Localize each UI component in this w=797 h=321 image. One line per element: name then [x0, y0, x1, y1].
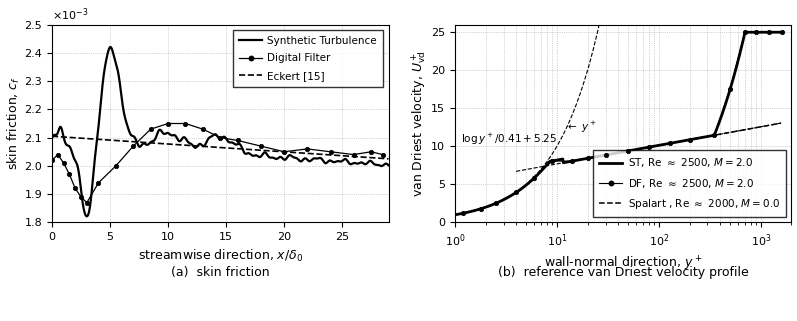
DF, Re $\approx$ 2500, $M = 2.0$	[601, 153, 611, 157]
Synthetic Turbulence	[47, 136, 57, 140]
Digital Filter	[326, 150, 336, 154]
ST, Re $\approx$ 2500, $M = 2.0$	[776, 30, 786, 34]
Spalart , Re $\approx$ 2000, $M = 0.0$	[534, 172, 544, 176]
Text: (b)  reference van Driest velocity profile: (b) reference van Driest velocity profil…	[498, 266, 748, 279]
Spalart , Re $\approx$ 2000, $M = 0.0$	[696, 136, 705, 140]
ST, Re $\approx$ 2500, $M = 2.0$	[668, 141, 677, 145]
DF, Re $\approx$ 2500, $M = 2.0$	[491, 202, 501, 205]
Synthetic Turbulence	[104, 47, 114, 51]
Digital Filter	[279, 150, 289, 154]
DF, Re $\approx$ 2500, $M = 2.0$	[777, 30, 787, 34]
Line: Synthetic Turbulence: Synthetic Turbulence	[52, 47, 388, 216]
Digital Filter	[303, 147, 312, 151]
Line: Digital Filter: Digital Filter	[49, 121, 385, 205]
Line: DF, Re $\approx$ 2500, $M = 2.0$: DF, Re $\approx$ 2500, $M = 2.0$	[461, 30, 783, 215]
Synthetic Turbulence	[383, 163, 393, 167]
Digital Filter	[146, 127, 155, 131]
ST, Re $\approx$ 2500, $M = 2.0$	[696, 136, 705, 140]
Text: $\leftarrow\ y^+$: $\leftarrow\ y^+$	[565, 120, 596, 135]
DF, Re $\approx$ 2500, $M = 2.0$	[644, 145, 654, 149]
DF, Re $\approx$ 2500, $M = 2.0$	[529, 176, 539, 180]
Y-axis label: van Driest velocity, $U^+_{\mathrm{vd}}$: van Driest velocity, $U^+_{\mathrm{vd}}$	[410, 50, 428, 197]
Digital Filter	[378, 153, 387, 157]
Legend: Synthetic Turbulence, Digital Filter, Eckert [15]: Synthetic Turbulence, Digital Filter, Ec…	[233, 30, 383, 87]
Digital Filter	[349, 153, 359, 157]
DF, Re $\approx$ 2500, $M = 2.0$	[764, 30, 774, 34]
DF, Re $\approx$ 2500, $M = 2.0$	[752, 30, 761, 34]
Digital Filter	[70, 187, 80, 190]
DF, Re $\approx$ 2500, $M = 2.0$	[709, 133, 719, 137]
DF, Re $\approx$ 2500, $M = 2.0$	[665, 141, 675, 145]
Digital Filter	[215, 136, 225, 140]
Digital Filter	[198, 127, 208, 131]
DF, Re $\approx$ 2500, $M = 2.0$	[512, 190, 521, 194]
X-axis label: streamwise direction, $x/\delta_0$: streamwise direction, $x/\delta_0$	[138, 248, 303, 264]
ST, Re $\approx$ 2500, $M = 2.0$	[740, 30, 750, 34]
DF, Re $\approx$ 2500, $M = 2.0$	[476, 207, 485, 211]
Legend: ST, Re $\approx$ 2500, $M = 2.0$, DF, Re $\approx$ 2500, $M = 2.0$, Spalart , Re: ST, Re $\approx$ 2500, $M = 2.0$, DF, Re…	[593, 150, 786, 217]
DF, Re $\approx$ 2500, $M = 2.0$	[458, 211, 468, 215]
Y-axis label: skin friction, $c_f$: skin friction, $c_f$	[6, 76, 22, 170]
Digital Filter	[59, 161, 69, 165]
Digital Filter	[82, 201, 92, 204]
DF, Re $\approx$ 2500, $M = 2.0$	[548, 159, 557, 163]
DF, Re $\approx$ 2500, $M = 2.0$	[685, 138, 694, 142]
DF, Re $\approx$ 2500, $M = 2.0$	[740, 30, 750, 34]
Digital Filter	[128, 144, 138, 148]
ST, Re $\approx$ 2500, $M = 2.0$	[450, 213, 460, 217]
Synthetic Turbulence	[82, 214, 92, 218]
Line: ST, Re $\approx$ 2500, $M = 2.0$: ST, Re $\approx$ 2500, $M = 2.0$	[455, 32, 781, 215]
Digital Filter	[47, 158, 57, 162]
Text: $\times 10^{-3}$: $\times 10^{-3}$	[52, 6, 88, 23]
Synthetic Turbulence	[232, 143, 241, 146]
Digital Filter	[94, 181, 104, 185]
Digital Filter	[111, 164, 120, 168]
Synthetic Turbulence	[106, 45, 116, 49]
Synthetic Turbulence	[194, 143, 203, 147]
ST, Re $\approx$ 2500, $M = 2.0$	[642, 145, 652, 149]
Synthetic Turbulence	[161, 132, 171, 135]
DF, Re $\approx$ 2500, $M = 2.0$	[725, 88, 735, 91]
ST, Re $\approx$ 2500, $M = 2.0$	[508, 193, 517, 196]
Digital Filter	[163, 122, 173, 126]
Digital Filter	[181, 122, 190, 126]
Spalart , Re $\approx$ 2000, $M = 0.0$	[450, 213, 460, 217]
Digital Filter	[367, 150, 376, 154]
DF, Re $\approx$ 2500, $M = 2.0$	[623, 149, 633, 153]
Spalart , Re $\approx$ 2000, $M = 0.0$	[598, 154, 607, 158]
Spalart , Re $\approx$ 2000, $M = 0.0$	[776, 121, 786, 125]
X-axis label: wall-normal direction, $y^+$: wall-normal direction, $y^+$	[544, 254, 702, 273]
DF, Re $\approx$ 2500, $M = 2.0$	[583, 156, 592, 160]
Line: Spalart , Re $\approx$ 2000, $M = 0.0$: Spalart , Re $\approx$ 2000, $M = 0.0$	[455, 123, 781, 215]
Digital Filter	[65, 172, 74, 176]
Digital Filter	[256, 144, 265, 148]
Spalart , Re $\approx$ 2000, $M = 0.0$	[642, 145, 652, 149]
Synthetic Turbulence	[92, 138, 102, 142]
DF, Re $\approx$ 2500, $M = 2.0$	[567, 159, 576, 163]
Synthetic Turbulence	[225, 141, 234, 144]
Digital Filter	[77, 195, 86, 199]
Digital Filter	[53, 153, 63, 157]
ST, Re $\approx$ 2500, $M = 2.0$	[534, 172, 544, 176]
Digital Filter	[233, 139, 242, 143]
Text: $\log y^+/0.41 + 5.25$: $\log y^+/0.41 + 5.25$	[461, 131, 557, 146]
Spalart , Re $\approx$ 2000, $M = 0.0$	[668, 141, 677, 145]
ST, Re $\approx$ 2500, $M = 2.0$	[598, 154, 607, 158]
Text: (a)  skin friction: (a) skin friction	[171, 266, 269, 279]
Spalart , Re $\approx$ 2000, $M = 0.0$	[508, 193, 517, 196]
